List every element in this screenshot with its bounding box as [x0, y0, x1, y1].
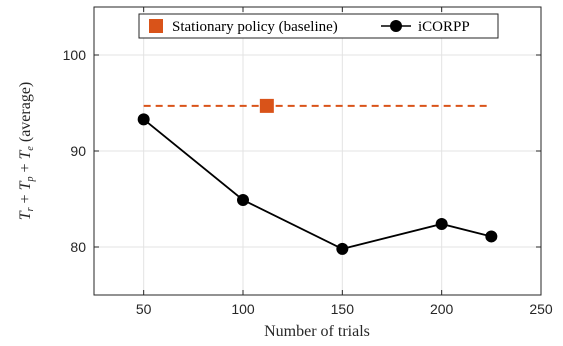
y-tick-label: 90: [70, 143, 86, 159]
legend-marker-baseline: [149, 19, 163, 33]
x-tick-labels: 50 100 150 200 250: [136, 301, 553, 317]
legend-label-baseline: Stationary policy (baseline): [172, 19, 338, 35]
axis-ticks: [94, 7, 542, 295]
series-layer: [137, 98, 498, 255]
icorpp-data-point: [137, 113, 150, 126]
legend-label-icorpp: iCORPP: [418, 19, 470, 35]
legend: Stationary policy (baseline) iCORPP: [138, 13, 499, 39]
x-tick-label: 200: [430, 301, 454, 317]
icorpp-data-point: [237, 193, 249, 206]
icorpp-data-point: [435, 217, 448, 230]
y-tick-label: 100: [63, 47, 87, 63]
y-axis-title: Tr + Tp + Te (average): [17, 82, 36, 221]
x-tick-label: 50: [136, 301, 152, 317]
y-tick-label: 80: [70, 239, 86, 255]
y-tick-labels: 80 90 100: [63, 47, 87, 255]
x-tick-label: 250: [529, 301, 553, 317]
legend-box: [138, 13, 499, 39]
x-axis-title: Number of trials: [264, 323, 370, 340]
legend-marker-icorpp: [390, 20, 402, 32]
baseline-square-marker: [259, 98, 274, 113]
icorpp-data-point: [336, 242, 349, 255]
grid-lines: [94, 7, 542, 295]
x-tick-label: 100: [231, 301, 255, 317]
x-tick-label: 150: [331, 301, 355, 317]
icorpp-line: [143, 118, 492, 250]
icorpp-data-point: [485, 230, 498, 243]
